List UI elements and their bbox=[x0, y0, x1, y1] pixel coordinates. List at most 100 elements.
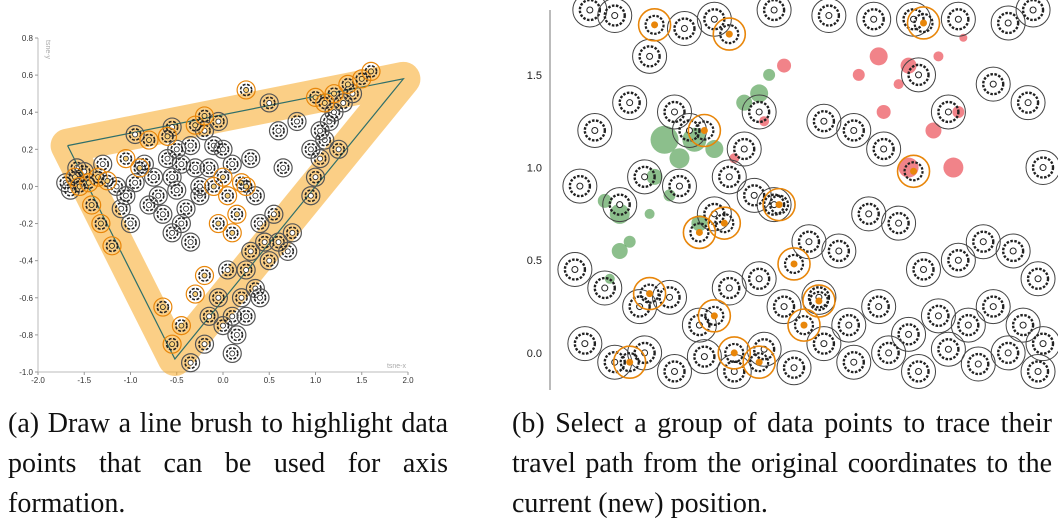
trail-bubble-red bbox=[900, 57, 917, 74]
data-point-glyph bbox=[960, 346, 996, 382]
highlighted-data-point bbox=[153, 297, 173, 317]
selected-data-point bbox=[682, 215, 717, 250]
highlighted-data-point bbox=[102, 236, 122, 256]
data-point bbox=[190, 176, 210, 197]
x-tick-label-a: 0.0 bbox=[217, 376, 229, 385]
data-point-glyph bbox=[901, 353, 937, 389]
data-point-glyph bbox=[1015, 0, 1051, 28]
data-point bbox=[241, 241, 261, 261]
data-point bbox=[208, 111, 228, 132]
selected-data-point bbox=[906, 6, 941, 40]
trail-bubble-red bbox=[876, 104, 891, 119]
selected-data-point bbox=[896, 154, 931, 189]
y-tick-label-a: -0.6 bbox=[19, 294, 33, 303]
selected-data-point bbox=[762, 187, 796, 222]
data-point-glyph bbox=[831, 307, 867, 343]
trail-bubble-green bbox=[597, 193, 612, 208]
x-tick-label-a: -1.0 bbox=[124, 376, 138, 385]
data-point-glyph bbox=[1005, 307, 1041, 343]
data-point bbox=[273, 158, 293, 178]
trail-bubble-green bbox=[604, 273, 615, 284]
highlighted-data-point bbox=[213, 167, 233, 187]
data-point bbox=[287, 111, 307, 132]
highlighted-data-point bbox=[171, 316, 191, 336]
highlighted-data-point bbox=[227, 204, 247, 224]
data-point bbox=[305, 167, 326, 187]
y-tick-label-a: -0.4 bbox=[19, 257, 33, 266]
panel-a-line-brush-chart: -2.0 -1.5 -1.0 -0.5 0.0 0.5 1.0 1.5 2.0 0.8 0.6 0.4… bbox=[0, 0, 500, 395]
data-point-glyph bbox=[856, 1, 892, 37]
data-point bbox=[255, 232, 275, 252]
trail-bubble-green bbox=[763, 68, 776, 81]
panel-b-travel-path-chart: 1.5 1.0 0.5 0.0 bbox=[505, 0, 1058, 395]
data-point-glyph bbox=[891, 316, 927, 352]
highlighted-data-point bbox=[218, 186, 238, 206]
data-point bbox=[167, 139, 187, 159]
highlighted-data-point bbox=[97, 171, 117, 191]
data-point-glyph bbox=[711, 159, 747, 195]
data-point-glyph bbox=[661, 168, 697, 204]
data-point-glyph bbox=[821, 233, 857, 269]
data-point-glyph bbox=[726, 131, 762, 167]
data-point-glyph bbox=[1025, 150, 1058, 186]
highlighted-data-point bbox=[185, 284, 205, 304]
data-point-glyph bbox=[736, 177, 772, 213]
data-point bbox=[301, 139, 321, 159]
selected-data-point bbox=[777, 247, 811, 281]
x-tick-label-a: -2.0 bbox=[31, 376, 45, 385]
data-point bbox=[268, 121, 289, 141]
highlighted-data-point bbox=[236, 176, 256, 197]
data-point bbox=[301, 186, 321, 206]
data-point-glyph bbox=[965, 224, 1001, 260]
data-point bbox=[144, 167, 164, 187]
data-point bbox=[329, 139, 349, 159]
data-point-glyph bbox=[602, 187, 638, 223]
data-point bbox=[218, 260, 238, 280]
highlighted-data-point bbox=[130, 158, 150, 178]
data-point-glyph bbox=[756, 187, 792, 223]
highlighted-data-point bbox=[361, 61, 381, 82]
trail-bubble-green bbox=[623, 235, 636, 248]
data-point bbox=[250, 213, 270, 234]
data-point bbox=[176, 199, 196, 219]
data-point-glyph bbox=[940, 242, 976, 278]
scatter-plot-b[interactable]: 1.5 1.0 0.5 0.0 bbox=[505, 0, 1058, 395]
data-point-glyph bbox=[881, 205, 917, 241]
data-point-glyph bbox=[940, 1, 976, 37]
data-point bbox=[194, 334, 215, 354]
data-point-glyph bbox=[806, 103, 842, 139]
selected-data-point bbox=[687, 113, 722, 148]
y-tick-label-a: 0.0 bbox=[22, 182, 34, 191]
data-point-glyph bbox=[990, 5, 1026, 41]
trail-bubble-green bbox=[669, 148, 690, 169]
data-point bbox=[148, 186, 168, 206]
y-tick-label-b: 0.0 bbox=[527, 348, 542, 360]
selected-data-point bbox=[612, 345, 647, 379]
data-point-glyph bbox=[861, 289, 897, 325]
data-point bbox=[310, 121, 330, 141]
trail-bubble-red bbox=[852, 68, 865, 81]
data-point bbox=[213, 139, 233, 159]
data-point bbox=[282, 223, 302, 243]
y-tick-label-a: 0.6 bbox=[22, 71, 34, 80]
trail-bubble-green bbox=[644, 208, 655, 219]
scatter-plot-a[interactable]: -2.0 -1.5 -1.0 -0.5 0.0 0.5 1.0 1.5 2.0 0.8 0.6 0.4… bbox=[0, 0, 500, 395]
data-point bbox=[153, 204, 173, 224]
data-point bbox=[162, 167, 182, 187]
data-point bbox=[208, 288, 228, 308]
data-point-glyph bbox=[562, 168, 598, 204]
trail-bubble-green bbox=[650, 125, 679, 154]
data-point bbox=[125, 124, 145, 145]
highlighted-data-point bbox=[194, 265, 215, 286]
highlighted-data-point bbox=[236, 80, 256, 100]
x-tick-label-a: 1.5 bbox=[356, 376, 368, 385]
data-point-glyph bbox=[811, 0, 847, 34]
data-point-glyph bbox=[741, 94, 777, 130]
trail-bubble-red bbox=[777, 58, 792, 73]
data-point-glyph bbox=[597, 0, 633, 34]
data-point bbox=[222, 154, 242, 174]
trail-bubble-red bbox=[759, 116, 770, 127]
data-point bbox=[125, 173, 145, 193]
data-point-glyph bbox=[950, 307, 986, 343]
selected-data-point bbox=[697, 299, 732, 333]
